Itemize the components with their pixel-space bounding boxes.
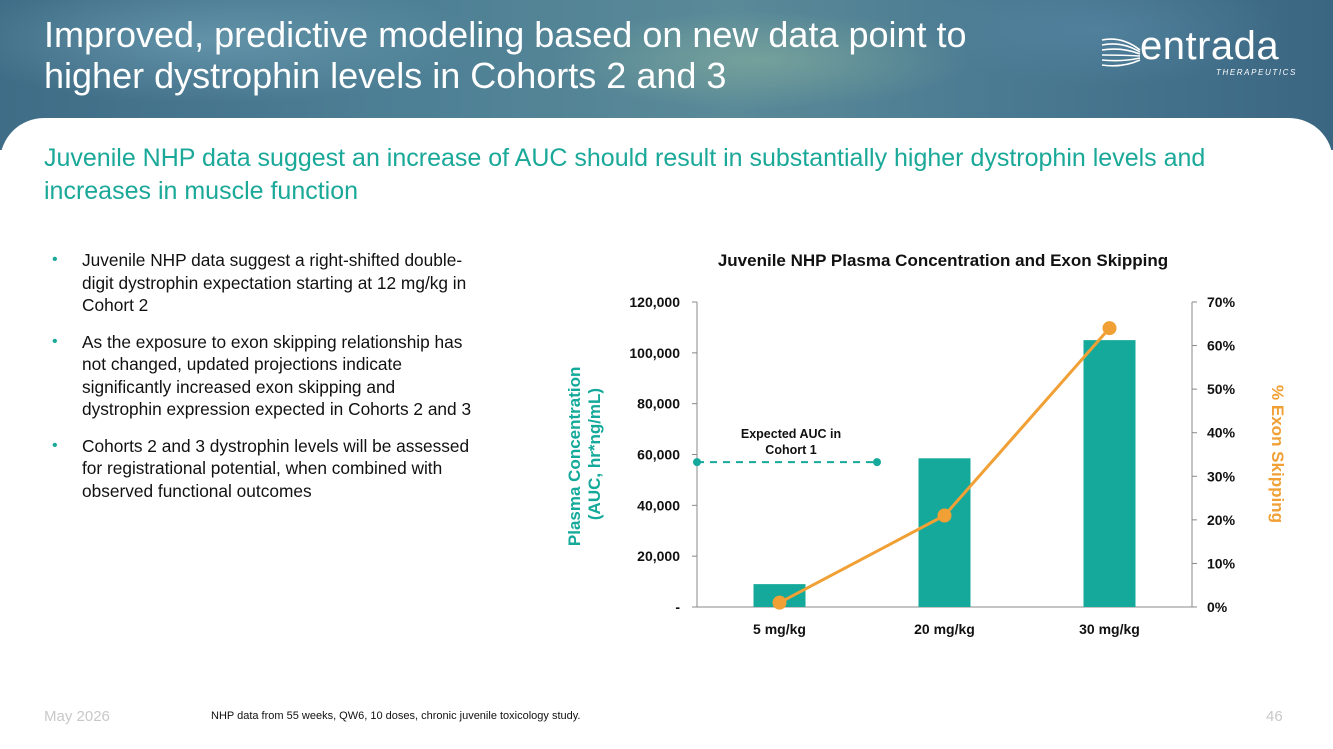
left-axis-tick-label: 20,000 — [637, 548, 680, 564]
right-axis-title: % Exon Skipping — [1268, 385, 1287, 523]
logo-wordmark: entrada — [1140, 24, 1280, 68]
left-axis-title-line1: Plasma Concentration — [565, 367, 584, 547]
bullet-dot-icon: • — [52, 251, 58, 268]
page-number: 46 — [1266, 708, 1283, 725]
left-axis-tick-label: 100,000 — [629, 345, 680, 361]
footer-date: May 2026 — [44, 708, 110, 725]
chart-title: Juvenile NHP Plasma Concentration and Ex… — [718, 251, 1168, 270]
right-axis-tick-label: 0% — [1207, 599, 1228, 615]
left-axis-tick-label: 120,000 — [629, 294, 680, 310]
bar — [918, 458, 971, 607]
right-axis-tick-label: 60% — [1207, 338, 1236, 354]
bullet-text: Juvenile NHP data suggest a right-shifte… — [82, 250, 467, 315]
left-axis-tick-label: 60,000 — [637, 447, 680, 463]
exon-skipping-point — [1102, 321, 1117, 336]
right-axis-tick-label: 40% — [1207, 425, 1236, 441]
bullet-dot-icon: • — [52, 332, 58, 350]
left-axis-title: Plasma Concentration (AUC, hr*ng/mL) — [565, 362, 604, 546]
left-axis-tick-label: 80,000 — [637, 396, 680, 412]
bullet-text: As the exposure to exon skipping relatio… — [82, 331, 472, 420]
x-axis-tick-label: 30 mg/kg — [1079, 621, 1140, 637]
left-axis-tick-label: - — [675, 599, 680, 615]
footer-note: NHP data from 55 weeks, QW6, 10 doses, c… — [211, 710, 581, 722]
reference-line-label-line2: Cohort 1 — [765, 443, 816, 457]
bullet-item: • As the exposure to exon skipping relati… — [52, 331, 472, 421]
logo-subtitle: THERAPEUTICS — [1216, 68, 1297, 77]
entrada-logo: entrada THERAPEUTICS — [1100, 24, 1297, 78]
slide-subtitle: Juvenile NHP data suggest an increase of… — [44, 144, 1206, 205]
right-axis-tick-label: 10% — [1207, 555, 1236, 571]
exon-skipping-point — [937, 508, 952, 523]
right-axis-tick-label: 50% — [1207, 381, 1236, 397]
bullet-dot-icon: • — [52, 436, 58, 454]
right-axis-tick-label: 20% — [1207, 512, 1236, 528]
bullet-list: • Juvenile NHP data suggest a right-shift… — [52, 249, 472, 516]
bullet-text: Cohorts 2 and 3 dystrophin levels will b… — [82, 435, 470, 501]
right-axis-tick-label: 70% — [1207, 294, 1236, 310]
logo-swoosh-icon — [1101, 38, 1141, 67]
exon-skipping-point — [772, 595, 787, 610]
left-axis-title-line2: (AUC, hr*ng/mL) — [585, 388, 604, 520]
bar — [753, 584, 806, 607]
chart-marks: - 20,000 40,000 60,000 80,000 100,000 120,000 0… — [629, 294, 1235, 637]
reference-line-end-point — [873, 458, 881, 467]
reference-line-start-point — [693, 458, 701, 467]
right-axis-tick-label: 30% — [1207, 468, 1236, 484]
x-axis-tick-label: 20 mg/kg — [914, 621, 975, 637]
x-axis-tick-label: 5 mg/kg — [753, 621, 806, 637]
bullet-item: • Cohorts 2 and 3 dystrophin levels will … — [52, 435, 472, 503]
left-axis-tick-label: 40,000 — [637, 497, 680, 513]
page-title: Improved, predictive modeling based on n… — [44, 14, 967, 96]
bullet-item: • Juvenile NHP data suggest a right-shift… — [52, 249, 472, 317]
reference-line-label-line1: Expected AUC in — [741, 427, 841, 441]
plasma-exon-chart: Juvenile NHP Plasma Concentration and Ex… — [565, 251, 1287, 637]
bar — [1083, 340, 1136, 607]
